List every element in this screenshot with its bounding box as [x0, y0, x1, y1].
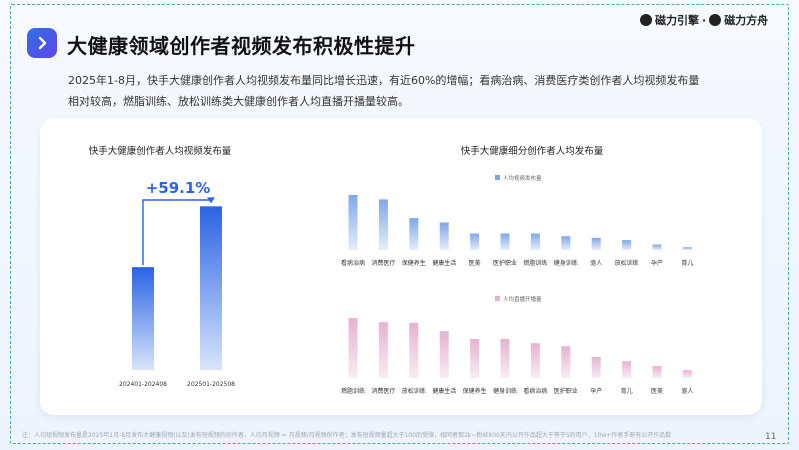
tick-label: 医美: [469, 259, 481, 267]
page-number: 11: [765, 432, 777, 442]
bar: [561, 236, 571, 250]
chart-overall: 快手大健康创作者人均视频发布量 202401-202408 202501-20250…: [89, 145, 235, 388]
bar: [530, 233, 540, 250]
bar: [652, 366, 662, 378]
bar: [682, 370, 692, 378]
tick-label: 健康生活: [432, 387, 456, 395]
tick-label: 驱人: [590, 260, 602, 267]
legend-label: 人均直播开播量: [503, 295, 542, 303]
bar: [500, 233, 510, 250]
bar: [409, 322, 419, 378]
tick-label: 看病治病: [523, 387, 547, 395]
tick-label: 健康生活: [432, 259, 456, 267]
tick-label: 医护职业: [554, 387, 578, 395]
footnote: 注：人均短视频发布量是2025年1月-8月发布大健康视频(以及)发布短视频的创作…: [22, 432, 672, 439]
tick-label: 医护职业: [493, 259, 517, 267]
summary-text: 2025年1-8月，快手大健康创作者人均视频发布量同比增长迅速，有近60%的增幅…: [68, 74, 700, 108]
annotation-bg: [146, 178, 210, 196]
bar: [470, 339, 480, 378]
tick-label: 育儿: [621, 387, 633, 395]
tick-label: 燃脂训练: [341, 387, 365, 395]
charts-svg: 快手大健康创作者人均视频发布量 202401-202408 202501-20250…: [89, 145, 694, 395]
bar: [561, 346, 571, 378]
tick-label: 健身训练: [554, 259, 578, 267]
tick-label: 202501-202508: [187, 381, 235, 388]
tick-label: 燃脂训练: [523, 259, 547, 267]
tick-label: 健身训练: [493, 387, 517, 395]
bar: [378, 322, 388, 378]
tick-label: 202401-202408: [119, 381, 167, 388]
ark-icon: [709, 14, 722, 26]
bar: [439, 331, 449, 378]
magnet-icon: [640, 14, 652, 26]
bar: [348, 195, 358, 250]
bar: [470, 233, 480, 250]
bar: [439, 222, 449, 250]
bar: [652, 244, 662, 250]
tick-label: 育儿: [681, 259, 693, 267]
logo-right-text: 磁力方舟: [724, 14, 769, 27]
tick-label: 放松训练: [402, 387, 426, 395]
growth-annotation: +59.1%: [146, 179, 211, 197]
legend-swatch: [495, 296, 500, 301]
tick-label: 消费医疗: [371, 259, 395, 267]
logo-left-text: 磁力引擎: [655, 14, 699, 27]
bar: [200, 206, 222, 370]
bar: [591, 237, 601, 250]
page-title: 大健康领域创作者视频发布积极性提升: [67, 34, 416, 58]
logo-separator: ·: [702, 13, 707, 27]
tick-label: 孕产: [590, 387, 602, 395]
bar: [591, 357, 601, 378]
arrow-head-icon: [207, 197, 215, 204]
tick-label: 保健养生: [402, 259, 426, 267]
chart-title: 快手大健康创作者人均视频发布量: [89, 145, 232, 157]
tick-label: 医美: [651, 387, 663, 395]
bar: [622, 240, 632, 250]
bar: [622, 361, 632, 378]
chart-title: 快手大健康细分创作者人均发布量: [461, 145, 604, 157]
bar: [348, 318, 358, 378]
slide-frame: [10, 4, 789, 444]
bar: [132, 267, 154, 370]
bar: [530, 343, 540, 378]
bar: [500, 339, 510, 378]
tick-label: 看病治病: [341, 259, 365, 267]
tick-label: 驱人: [681, 388, 693, 395]
tick-label: 放松训练: [615, 259, 639, 267]
tick-label: 孕产: [651, 259, 663, 267]
legend-label: 人均视频发布量: [503, 174, 542, 182]
tick-label: 保健养生: [463, 387, 487, 395]
bar: [378, 199, 388, 250]
tick-label: 消费医疗: [371, 387, 395, 395]
legend-swatch: [495, 175, 500, 180]
bar: [409, 218, 419, 250]
chart-card: 快手大健康创作者人均视频发布量 202401-202408 202501-20250…: [40, 118, 762, 415]
chevron-right-icon: [27, 28, 57, 58]
brand-logo: 磁力引擎 · 磁力方舟: [640, 12, 768, 28]
bar: [682, 247, 692, 250]
